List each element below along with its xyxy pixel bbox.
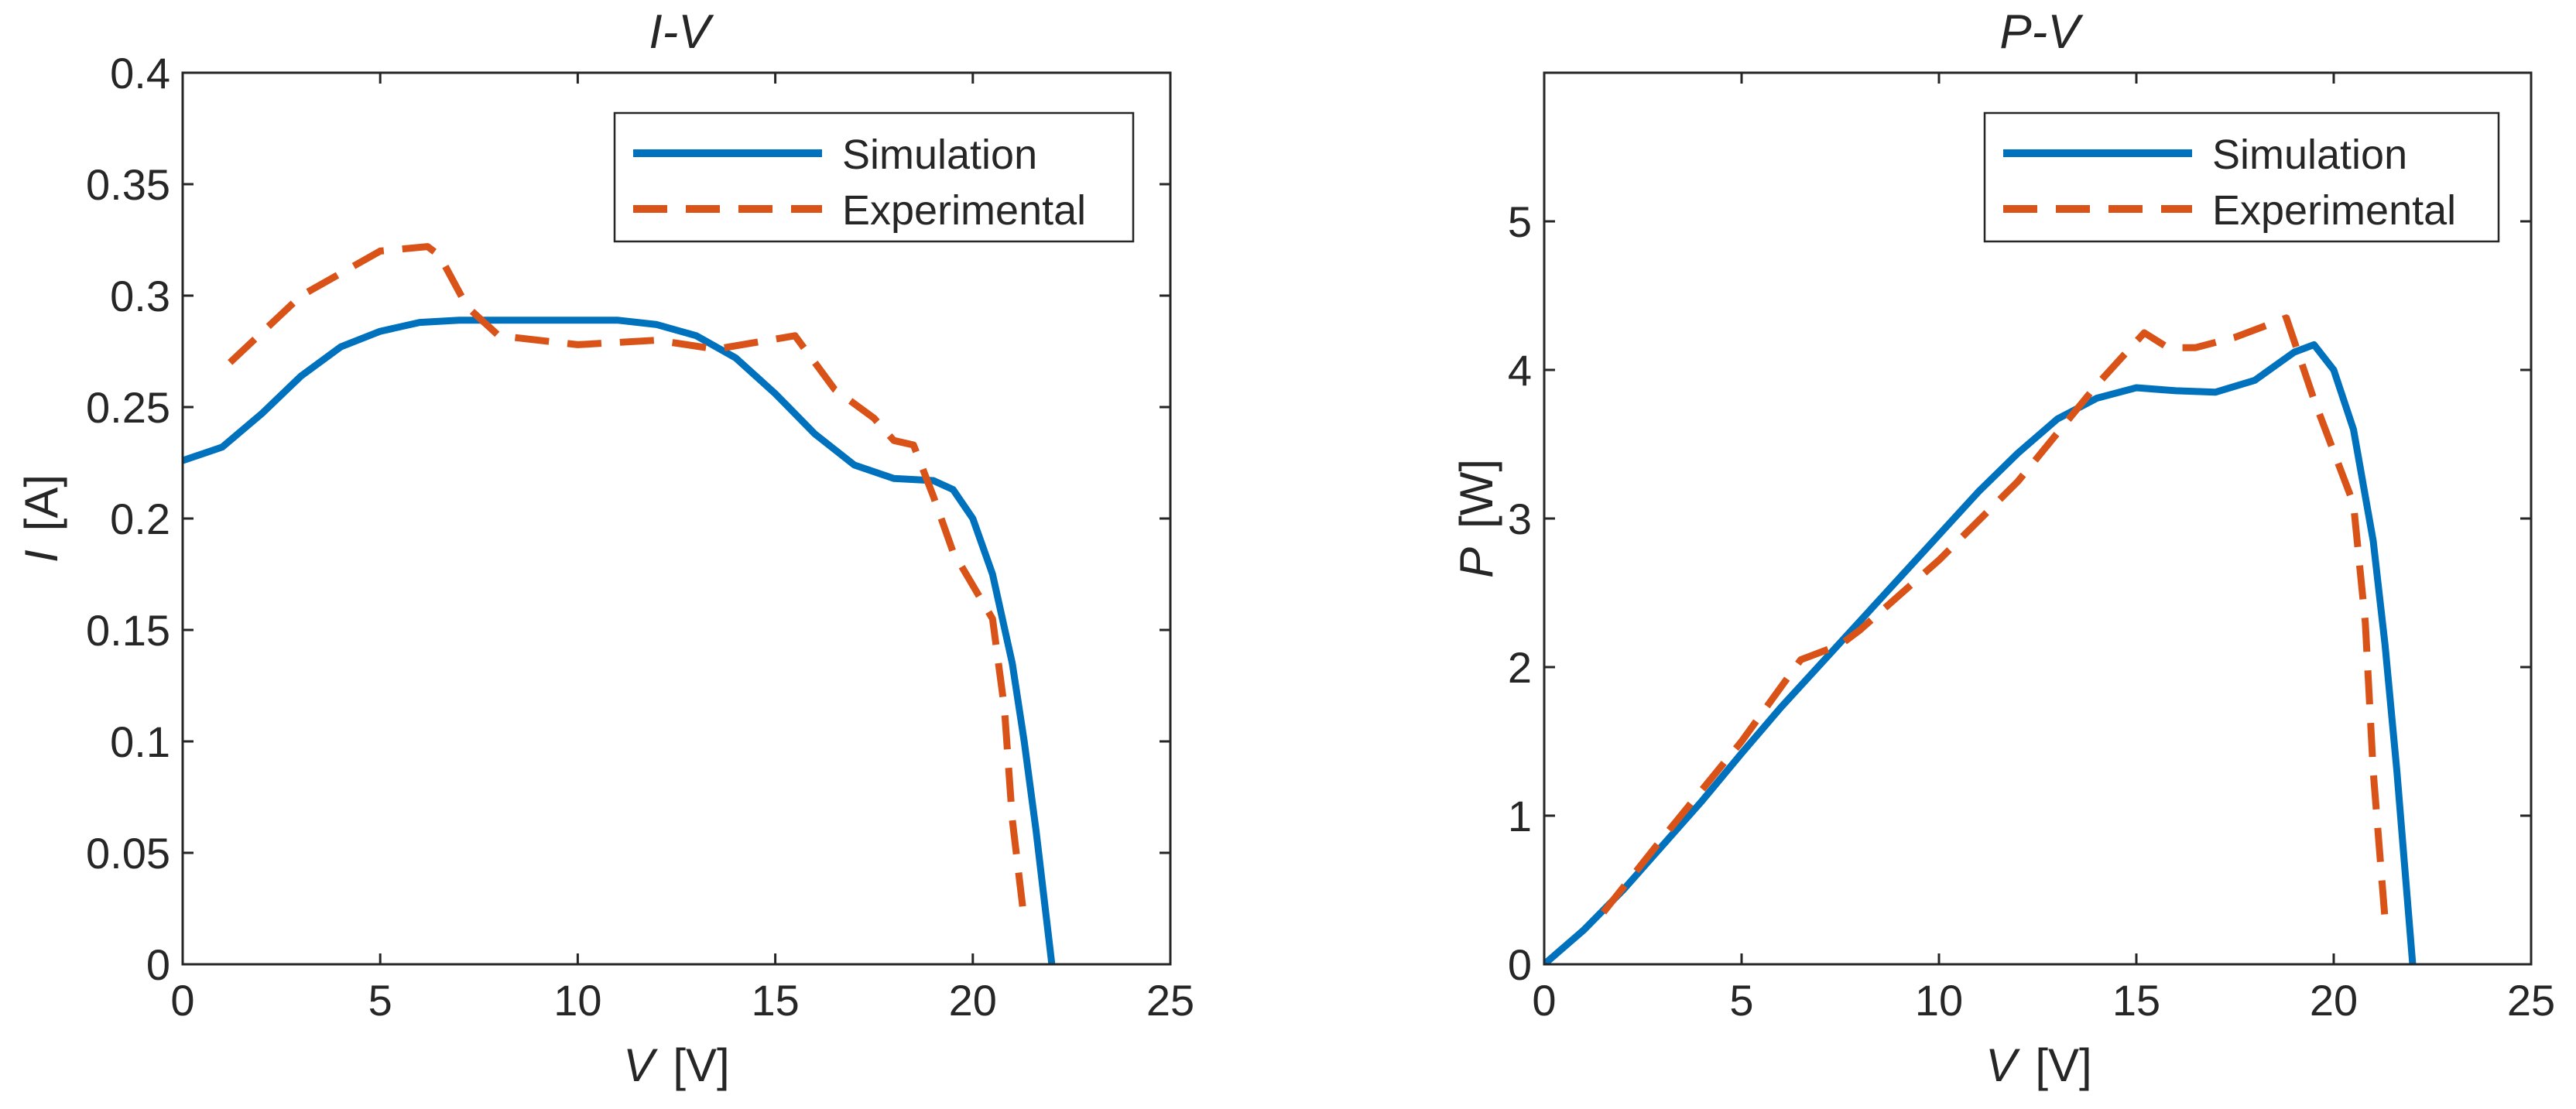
- pv-x-tick-label: 20: [2310, 976, 2358, 1025]
- iv-x-axis-unit: [V]: [673, 1039, 729, 1091]
- pv-y-axis-var: P: [1451, 547, 1502, 578]
- pv-plot-area: [1544, 314, 2417, 964]
- pv-legend-experimental-label: Experimental: [2212, 187, 2456, 234]
- iv-y-tick-label: 0.3: [110, 272, 170, 320]
- pv-legend: Simulation Experimental: [1983, 111, 2500, 243]
- iv-x-axis: 0 5 10 15 20 25: [170, 73, 1194, 1025]
- iv-series-experimental-line: [228, 243, 1028, 920]
- pv-chart-title: P-V: [1999, 5, 2084, 59]
- iv-y-axis-var: I: [15, 549, 67, 563]
- iv-legend-experimental-label: Experimental: [842, 187, 1086, 234]
- iv-y-axis-label: I [A]: [15, 474, 67, 563]
- iv-legend: Simulation Experimental: [613, 111, 1135, 243]
- iv-y-tick-label: 0: [146, 940, 170, 989]
- iv-chart-title: I-V: [649, 5, 714, 59]
- pv-chart: P-V 0 5 10 15 20 25 0 1 2 3 4 5 V [V] P [W] Simulati…: [1451, 5, 2555, 1091]
- iv-y-tick-label: 0.15: [86, 606, 170, 655]
- iv-x-tick-label: 5: [368, 976, 392, 1025]
- iv-x-axis-var: V: [623, 1039, 658, 1091]
- iv-x-tick-label: 0: [170, 976, 194, 1025]
- pv-x-tick-label: 5: [1729, 976, 1753, 1025]
- iv-x-axis-label: V [V]: [623, 1039, 729, 1091]
- pv-y-tick-label: 2: [1508, 643, 1532, 692]
- iv-y-tick-label: 0.35: [86, 160, 170, 209]
- pv-x-axis-label: V [V]: [1985, 1039, 2091, 1091]
- pv-x-axis-var: V: [1985, 1039, 2020, 1091]
- pv-y-tick-label: 5: [1508, 197, 1532, 246]
- iv-y-axis: 0 0.05 0.1 0.15 0.2 0.25 0.3 0.35 0.4: [86, 49, 1170, 989]
- pv-series-experimental-line: [1600, 314, 2389, 920]
- pv-y-tick-label: 3: [1508, 495, 1532, 543]
- pv-y-tick-label: 4: [1508, 346, 1532, 395]
- pv-x-tick-label: 0: [1532, 976, 1556, 1025]
- iv-x-tick-label: 25: [1146, 976, 1194, 1025]
- iv-x-tick-label: 10: [553, 976, 601, 1025]
- pv-x-axis-unit: [V]: [2035, 1039, 2091, 1091]
- iv-y-tick-label: 0.4: [110, 49, 170, 98]
- pv-y-tick-label: 0: [1508, 940, 1532, 989]
- iv-y-tick-label: 0.05: [86, 829, 170, 878]
- iv-x-tick-label: 15: [751, 976, 799, 1025]
- iv-y-axis-unit: [A]: [15, 474, 67, 531]
- iv-legend-simulation-label: Simulation: [842, 132, 1037, 178]
- pv-x-axis: 0 5 10 15 20 25: [1532, 73, 2555, 1025]
- pv-x-tick-label: 10: [1915, 976, 1963, 1025]
- pv-x-tick-label: 15: [2112, 976, 2160, 1025]
- pv-x-tick-label: 25: [2507, 976, 2555, 1025]
- pv-legend-box: [1983, 111, 2500, 243]
- pv-y-tick-label: 1: [1508, 792, 1532, 840]
- iv-y-tick-label: 0.1: [110, 717, 170, 766]
- iv-y-tick-label: 0.25: [86, 383, 170, 432]
- iv-plot-area: [183, 243, 1056, 964]
- iv-series-simulation-line: [183, 317, 1056, 964]
- pv-y-axis-label: P [W]: [1451, 459, 1502, 578]
- iv-x-tick-label: 20: [949, 976, 997, 1025]
- pv-y-axis: 0 1 2 3 4 5: [1508, 197, 2531, 989]
- iv-legend-box: [613, 111, 1135, 243]
- pv-legend-simulation-label: Simulation: [2212, 132, 2407, 178]
- pv-y-axis-unit: [W]: [1451, 459, 1502, 529]
- iv-y-tick-label: 0.2: [110, 495, 170, 543]
